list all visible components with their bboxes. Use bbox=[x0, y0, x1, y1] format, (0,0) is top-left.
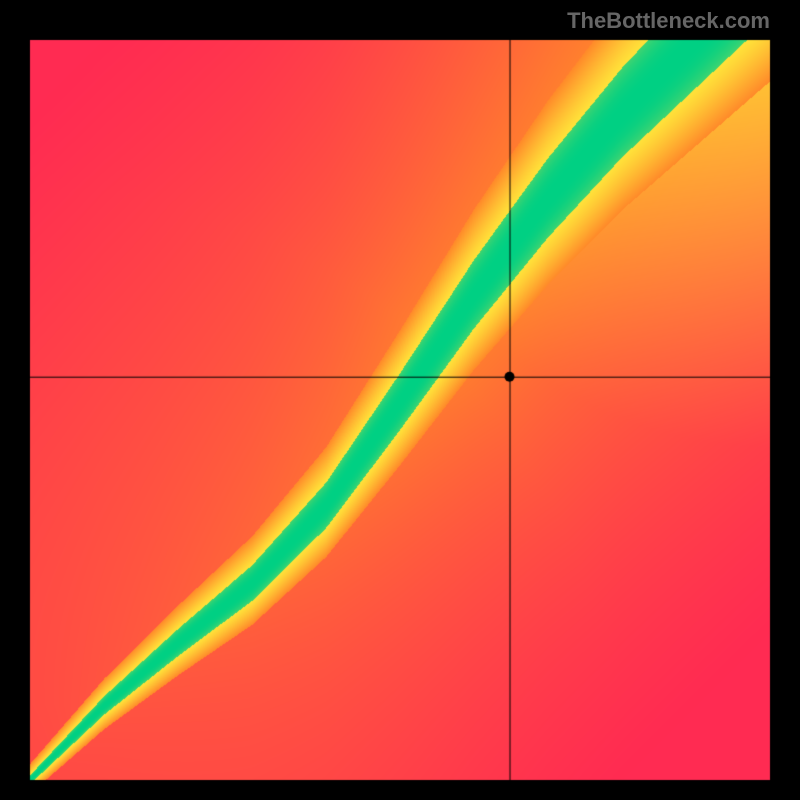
watermark-text: TheBottleneck.com bbox=[567, 8, 770, 34]
heatmap-canvas bbox=[0, 0, 800, 800]
chart-container: TheBottleneck.com bbox=[0, 0, 800, 800]
